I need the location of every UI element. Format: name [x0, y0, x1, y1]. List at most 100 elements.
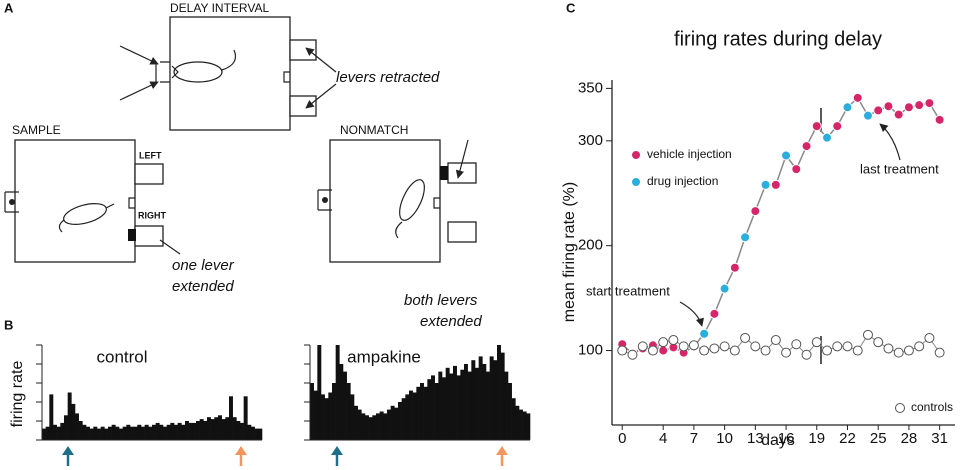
- bar: [328, 392, 333, 440]
- bar: [229, 396, 233, 440]
- bar: [251, 426, 255, 440]
- bar: [471, 360, 476, 440]
- bar: [390, 405, 395, 440]
- bar: [225, 417, 230, 440]
- bar: [482, 364, 487, 440]
- bar: [478, 356, 483, 440]
- point: [658, 337, 669, 348]
- point: [791, 164, 802, 175]
- box-title: DELAY INTERVAL: [170, 1, 269, 15]
- point: [760, 345, 771, 356]
- x-tick-label: 22: [839, 430, 856, 447]
- panel-label: B: [4, 317, 13, 332]
- bar: [122, 426, 127, 440]
- point: [811, 337, 822, 348]
- chart-title: ampakine: [347, 347, 421, 366]
- bar: [493, 360, 498, 440]
- bar: [449, 373, 454, 440]
- bar: [243, 396, 248, 440]
- bar: [89, 428, 94, 440]
- point: [668, 335, 679, 346]
- bar: [332, 383, 336, 440]
- bar: [100, 426, 105, 440]
- bar: [339, 364, 344, 440]
- point: [801, 141, 812, 152]
- bar: [218, 415, 222, 440]
- point: [791, 339, 802, 350]
- bar: [93, 426, 98, 440]
- legend-marker: [895, 403, 905, 413]
- bar: [163, 426, 167, 440]
- bar: [310, 383, 314, 440]
- legend-label: controls: [911, 400, 953, 414]
- point: [852, 92, 863, 103]
- bar: [75, 413, 79, 440]
- bar: [247, 424, 252, 440]
- bar: [361, 413, 366, 440]
- point: [647, 345, 658, 356]
- treated-line: [775, 155, 787, 186]
- bar: [500, 352, 505, 440]
- bar: [210, 419, 215, 440]
- x-tick-label: 16: [778, 430, 795, 447]
- y-tick-label: 350: [578, 79, 603, 96]
- bar: [372, 415, 377, 440]
- delay-diagram: DELAY INTERVAL levers retracted: [119, 1, 440, 131]
- sample-diagram: SAMPLE LEFT RIGHT one lever extended: [4, 123, 235, 295]
- bar: [445, 367, 450, 440]
- point: [770, 179, 781, 190]
- legend-marker: [631, 177, 641, 187]
- annotation: one lever: [172, 257, 235, 274]
- bar: [141, 426, 145, 440]
- bar: [240, 422, 244, 440]
- point: [709, 308, 720, 319]
- bar: [427, 379, 432, 440]
- bar: [475, 367, 479, 440]
- bar: [185, 421, 189, 440]
- bar: [192, 422, 197, 440]
- bar: [346, 383, 351, 440]
- bar: [515, 405, 520, 440]
- point: [914, 341, 925, 352]
- point: [883, 343, 894, 354]
- point: [719, 341, 730, 352]
- panel-label: C: [566, 0, 576, 15]
- bar: [456, 375, 461, 440]
- bar: [214, 417, 219, 440]
- bar: [398, 402, 402, 440]
- bar: [405, 394, 410, 440]
- bar: [42, 428, 46, 440]
- box-title: NONMATCH: [340, 123, 408, 137]
- point: [740, 232, 751, 243]
- bar: [71, 403, 76, 440]
- point: [719, 283, 730, 294]
- box-title: SAMPLE: [12, 123, 61, 137]
- annotation: start treatment: [586, 283, 670, 298]
- point: [822, 345, 833, 356]
- point: [822, 132, 833, 143]
- bar: [45, 426, 50, 440]
- point: [801, 349, 812, 360]
- bar: [137, 424, 142, 440]
- bar: [324, 398, 329, 440]
- point: [842, 102, 853, 113]
- bar: [126, 424, 131, 440]
- point: [637, 341, 648, 352]
- bar: [108, 426, 112, 440]
- bar: [354, 405, 358, 440]
- bar: [148, 426, 153, 440]
- x-tick-label: 10: [716, 430, 733, 447]
- x-tick-label: 19: [808, 430, 825, 447]
- x-tick-label: 4: [659, 430, 667, 447]
- x-tick-label: 0: [618, 430, 626, 447]
- bar: [86, 426, 90, 440]
- bar: [453, 365, 457, 440]
- bar: [133, 426, 138, 440]
- point: [832, 121, 843, 132]
- bar: [130, 426, 134, 440]
- bar: [401, 398, 406, 440]
- bar: [207, 417, 211, 440]
- x-tick-label: 28: [901, 430, 918, 447]
- point: [893, 347, 904, 358]
